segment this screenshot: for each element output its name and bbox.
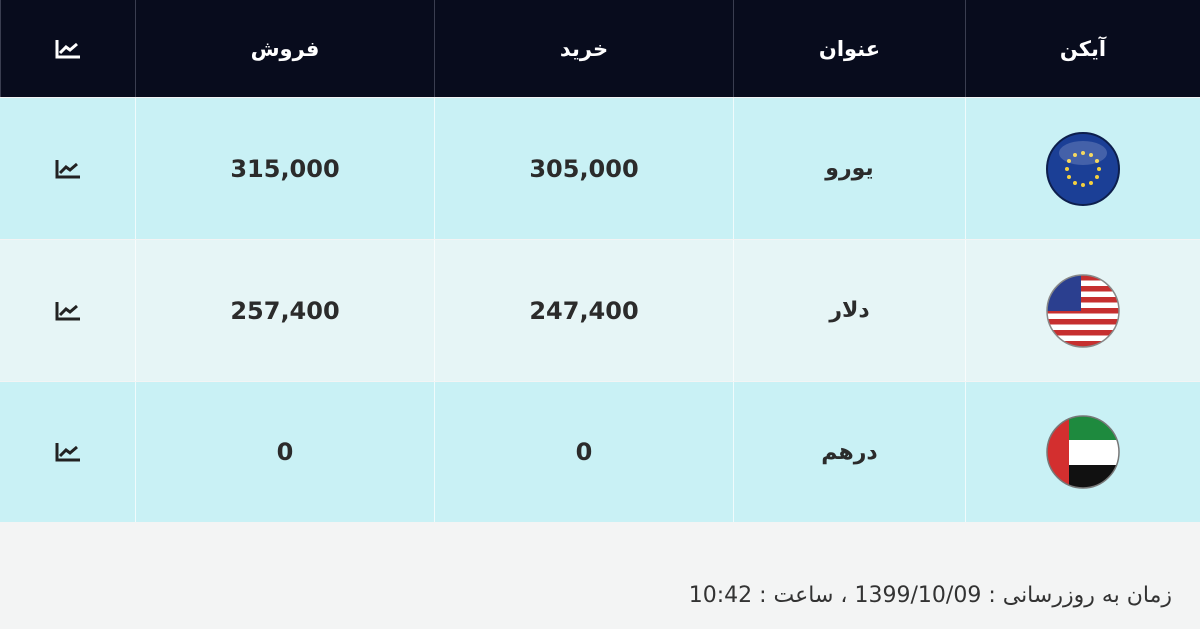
table-row: 257,400 247,400 دلار [0, 240, 1200, 381]
table-header: فروش خرید عنوان آیکن [0, 0, 1200, 97]
chart-cell[interactable] [0, 240, 135, 381]
update-time: زمان به روزرسانی : 1399/10/09 ، ساعت : 1… [688, 583, 1172, 608]
table-row: 0 0 درهم [0, 382, 1200, 522]
chart-icon[interactable] [52, 300, 84, 322]
table-row: 315,000 305,000 یورو [0, 98, 1200, 239]
chart-icon[interactable] [52, 441, 84, 463]
icon-cell [965, 382, 1200, 522]
icon-cell [965, 240, 1200, 381]
buy-cell: 305,000 [434, 98, 733, 239]
flag-eu [1046, 131, 1120, 206]
title-cell: دلار [733, 240, 965, 381]
title-cell: یورو [733, 98, 965, 239]
buy-cell: 247,400 [434, 240, 733, 381]
header-cell: خرید [434, 0, 733, 97]
chart-icon[interactable] [52, 158, 84, 180]
sell-cell: 0 [135, 382, 434, 522]
buy-cell: 0 [434, 382, 733, 522]
header-cell: عنوان [733, 0, 965, 97]
flag-us [1046, 273, 1120, 348]
header-cell: آیکن [965, 0, 1200, 97]
sell-cell: 257,400 [135, 240, 434, 381]
sell-cell: 315,000 [135, 98, 434, 239]
icon-cell [965, 98, 1200, 239]
flag-uae [1046, 415, 1120, 489]
chart-cell[interactable] [0, 382, 135, 522]
header-cell: فروش [135, 0, 434, 97]
chart-cell[interactable] [0, 98, 135, 239]
chart-header [0, 0, 135, 97]
chart-icon [55, 39, 80, 58]
title-cell: درهم [733, 382, 965, 522]
